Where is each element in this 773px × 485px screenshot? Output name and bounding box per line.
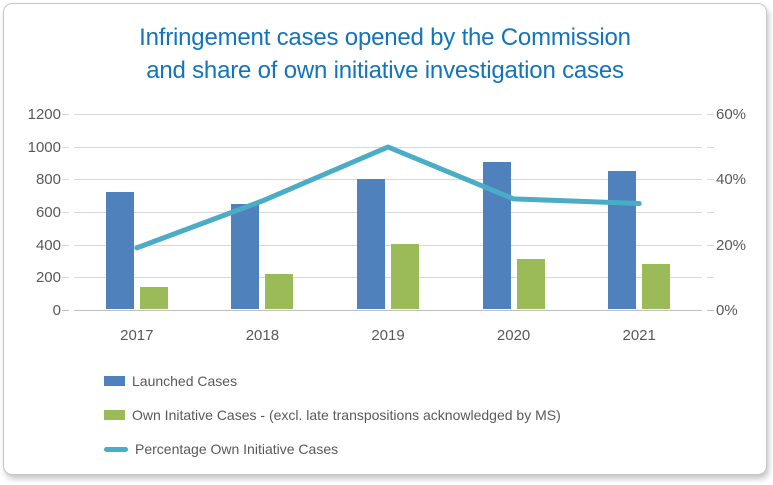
- right-axis-tick: [707, 277, 714, 278]
- right-axis-tick-label: 40%: [716, 171, 747, 189]
- x-axis-category-label: 2017: [120, 327, 154, 344]
- left-axis-tick: [62, 212, 69, 213]
- chart-card: Infringement cases opened by the Commiss…: [3, 3, 767, 475]
- gridline: [74, 277, 702, 278]
- left-axis-tick: [62, 147, 69, 148]
- x-axis-line: [74, 310, 702, 311]
- bar-launched-2019: [357, 178, 385, 309]
- left-axis-tick: [62, 179, 69, 180]
- x-axis-labels: 2017 2018 2019 2020 2021: [74, 327, 702, 347]
- left-axis-tick: [62, 310, 69, 311]
- right-axis-tick: [707, 147, 714, 148]
- legend-label: Launched Cases: [132, 373, 238, 389]
- legend-item-own-initiative-cases: Own Initative Cases - (excl. late transp…: [104, 398, 561, 432]
- legend-item-launched-cases: Launched Cases: [104, 364, 561, 398]
- right-axis-tick: [707, 114, 714, 115]
- x-axis-category-label: 2020: [496, 327, 531, 344]
- right-axis-tick-label: 0%: [716, 302, 738, 319]
- x-axis-category-label: 2019: [371, 327, 405, 344]
- right-axis-tick: [707, 212, 714, 213]
- left-axis-tick-label: 600: [35, 204, 61, 221]
- chart-title-line1: Infringement cases opened by the Commiss…: [139, 24, 631, 51]
- plot-area: [62, 114, 714, 311]
- percentage-line-path: [134, 144, 642, 251]
- left-axis-tick-label: 0: [52, 302, 61, 319]
- legend-swatch-percentage-line: [104, 446, 128, 452]
- x-axis-category-label: 2018: [245, 327, 280, 344]
- bar-own-initiative-2021: [642, 263, 671, 309]
- bars-layer: [74, 114, 702, 310]
- left-axis-tick: [62, 245, 69, 246]
- legend-label: Own Initative Cases - (excl. late transp…: [132, 407, 561, 423]
- bar-own-initiative-2017: [139, 286, 168, 309]
- left-axis-tick-label: 400: [35, 236, 61, 254]
- legend-swatch-own-initiative-cases: [104, 410, 125, 420]
- left-axis-tick-label: 200: [35, 269, 61, 287]
- bar-own-initiative-2020: [516, 258, 545, 309]
- right-axis-tick-label: 60%: [716, 106, 747, 123]
- left-axis-tick-label: 1200: [27, 106, 61, 123]
- legend: Launched Cases Own Initative Cases - (ex…: [104, 364, 561, 466]
- bar-own-initiative-2019: [391, 244, 419, 309]
- gridline: [74, 179, 702, 180]
- left-axis-tick-label: 800: [35, 171, 61, 189]
- bar-launched-2017: [105, 192, 134, 309]
- right-axis-labels: 60% 40% 20% 0%: [716, 106, 766, 319]
- left-axis-tick: [62, 114, 69, 115]
- legend-swatch-launched-cases: [104, 376, 125, 386]
- chart-title-line2: and share of own initiative investigatio…: [146, 57, 624, 84]
- chart-title: Infringement cases opened by the Commiss…: [4, 21, 766, 87]
- percentage-line: [134, 144, 642, 251]
- bar-launched-2018: [231, 203, 260, 309]
- right-axis-tick-label: 20%: [716, 236, 747, 254]
- right-axis-tick: [707, 245, 714, 246]
- bar-launched-2021: [608, 170, 637, 309]
- bar-own-initiative-2018: [265, 273, 294, 309]
- left-axis-labels: 1200 1000 800 600 400 200 0: [4, 106, 61, 319]
- left-axis-tick-label: 1000: [27, 138, 61, 156]
- right-axis-tick: [707, 310, 714, 311]
- legend-label: Percentage Own Initiative Cases: [135, 441, 339, 457]
- right-axis-tick: [707, 179, 714, 180]
- gridline: [74, 245, 702, 246]
- legend-item-percentage-line: Percentage Own Initiative Cases: [104, 432, 561, 466]
- gridline: [74, 114, 702, 115]
- left-axis-tick: [62, 277, 69, 278]
- gridline: [74, 212, 702, 213]
- x-axis-category-label: 2021: [622, 327, 656, 344]
